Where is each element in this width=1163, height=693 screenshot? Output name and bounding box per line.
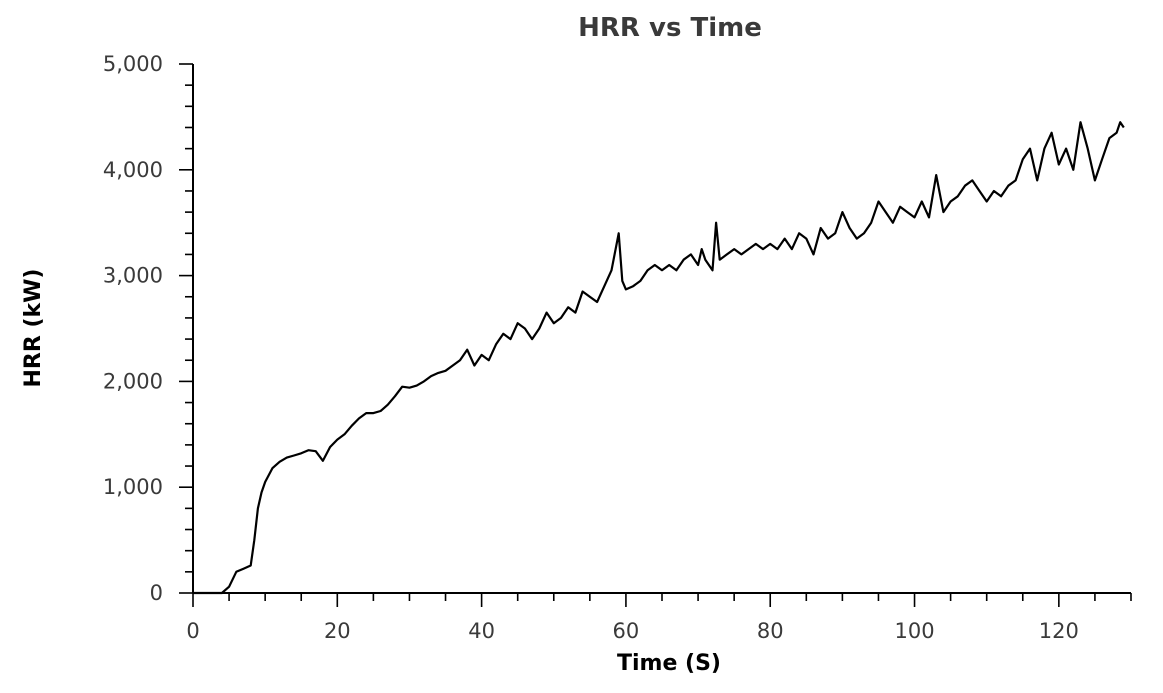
series-layer [193, 121, 1125, 595]
y-tick-label: 1,000 [103, 475, 163, 499]
y-tick-label: 5,000 [103, 52, 163, 76]
x-tick-label: 120 [1039, 619, 1079, 643]
hrr-series-line [193, 121, 1125, 595]
x-tick-label: 40 [468, 619, 495, 643]
x-axis-label: Time (S) [617, 651, 721, 676]
x-tick-label: 80 [757, 619, 784, 643]
y-axis-label: HRR (kW) [21, 269, 46, 388]
x-axis-ticks: 0 20 40 60 80 100 120 [186, 593, 1132, 643]
chart-title: HRR vs Time [578, 13, 762, 43]
y-axis-ticks: 0 1,000 2,000 3,000 4,000 5,000 [103, 52, 193, 605]
x-tick-label: 60 [613, 619, 640, 643]
x-tick-label: 20 [324, 619, 351, 643]
x-tick-label: 0 [186, 619, 199, 643]
y-tick-label: 0 [150, 581, 163, 605]
x-tick-label: 100 [894, 619, 934, 643]
y-tick-label: 2,000 [103, 369, 163, 393]
y-tick-label: 3,000 [103, 264, 163, 288]
y-tick-label: 4,000 [103, 158, 163, 182]
